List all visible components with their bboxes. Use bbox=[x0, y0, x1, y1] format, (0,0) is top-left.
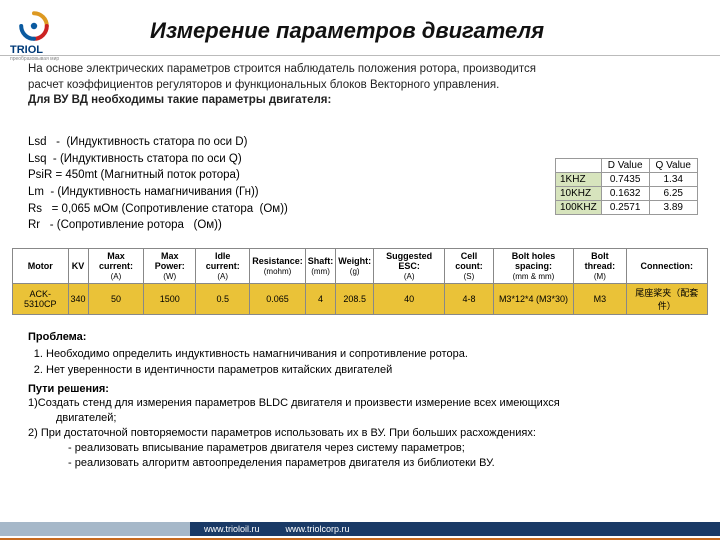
footer-url: www.trioloil.ru bbox=[204, 524, 260, 534]
problem-heading: Проблема: bbox=[28, 330, 696, 345]
footer-links: www.trioloil.ru www.triolcorp.ru bbox=[190, 522, 720, 536]
motor-th: Weight:(g) bbox=[336, 249, 374, 284]
param-row: Rs = 0,065 мОм (Сопротивление статора (О… bbox=[28, 201, 288, 218]
solution-subline: - реализовать вписывание параметров двиг… bbox=[68, 441, 696, 456]
title-divider bbox=[0, 55, 720, 56]
motor-td: 0.5 bbox=[196, 284, 250, 315]
param-row: Lsq - (Индуктивность статора по оси Q) bbox=[28, 151, 288, 168]
intro-block: На основе электрических параметров строи… bbox=[28, 62, 558, 109]
motor-th: Bolt thread:(M) bbox=[574, 249, 626, 284]
solution-line: 1)Создать стенд для измерения параметров… bbox=[28, 396, 696, 411]
problem-solution-block: Проблема: Необходимо определить индуктив… bbox=[28, 330, 696, 471]
solution-subline: - реализовать алгоритм автоопределения п… bbox=[68, 456, 696, 471]
motor-th: Shaft:(mm) bbox=[305, 249, 336, 284]
motor-td: 208.5 bbox=[336, 284, 374, 315]
motor-td: 40 bbox=[374, 284, 445, 315]
dq-cell: 1.34 bbox=[649, 173, 697, 187]
motor-td: 4 bbox=[305, 284, 336, 315]
param-row: PsiR = 450mt (Магнитный поток ротора) bbox=[28, 167, 288, 184]
solution-heading: Пути решения: bbox=[28, 382, 696, 397]
motor-th: Max current:(A) bbox=[88, 249, 144, 284]
dq-th-d: D Value bbox=[601, 159, 649, 173]
dq-row-lbl: 10KHZ bbox=[556, 187, 602, 201]
dq-cell: 6.25 bbox=[649, 187, 697, 201]
dq-row-lbl: 100KHZ bbox=[556, 201, 602, 215]
footer: www.trioloil.ru www.triolcorp.ru bbox=[0, 518, 720, 540]
motor-td: 0.065 bbox=[250, 284, 306, 315]
dq-cell: 0.2571 bbox=[601, 201, 649, 215]
dq-row-lbl: 1KHZ bbox=[556, 173, 602, 187]
motor-th: KV bbox=[68, 249, 88, 284]
dq-cell: 0.1632 bbox=[601, 187, 649, 201]
logo-swirl-icon bbox=[18, 10, 50, 42]
problem-item: Нет уверенности в идентичности параметро… bbox=[46, 363, 696, 378]
page-title: Измерение параметров двигателя bbox=[150, 18, 544, 44]
param-row: Lsd - (Индуктивность статора по оси D) bbox=[28, 134, 288, 151]
motor-td: M3*12*4 (M3*30) bbox=[493, 284, 574, 315]
motor-table: MotorKVMax current:(A)Max Power:(W)Idle … bbox=[12, 248, 708, 315]
param-list: Lsd - (Индуктивность статора по оси D) L… bbox=[28, 134, 288, 234]
motor-td: 尾座桨夹（配套件） bbox=[626, 284, 707, 315]
footer-url: www.triolcorp.ru bbox=[286, 524, 350, 534]
motor-td: 50 bbox=[88, 284, 144, 315]
intro-paragraph: На основе электрических параметров строи… bbox=[28, 62, 558, 93]
motor-th: Suggested ESC:(A) bbox=[374, 249, 445, 284]
motor-th: Resistance:(mohm) bbox=[250, 249, 306, 284]
problem-list: Необходимо определить индуктивность нама… bbox=[46, 347, 696, 378]
dq-th-q: Q Value bbox=[649, 159, 697, 173]
motor-td: 340 bbox=[68, 284, 88, 315]
motor-th: Bolt holes spacing:(mm & mm) bbox=[493, 249, 574, 284]
problem-item: Необходимо определить индуктивность нама… bbox=[46, 347, 696, 362]
motor-th: Idle current:(A) bbox=[196, 249, 250, 284]
solution-line-cont: двигателей; bbox=[56, 411, 696, 426]
motor-th: Cell count:(S) bbox=[445, 249, 493, 284]
param-row: Lm - (Индуктивность намагничивания (Гн)) bbox=[28, 184, 288, 201]
dq-table: D Value Q Value 1KHZ 0.7435 1.34 10KHZ 0… bbox=[555, 158, 698, 215]
motor-td: M3 bbox=[574, 284, 626, 315]
dq-cell: 3.89 bbox=[649, 201, 697, 215]
motor-td: ACK-5310CP bbox=[13, 284, 69, 315]
footer-accent bbox=[0, 522, 190, 536]
param-row: Rr - (Сопротивление ротора (Ом)) bbox=[28, 217, 288, 234]
motor-th: Max Power:(W) bbox=[144, 249, 196, 284]
solution-line: 2) При достаточной повторяемости парамет… bbox=[28, 426, 696, 441]
dq-th-blank bbox=[556, 159, 602, 173]
dq-cell: 0.7435 bbox=[601, 173, 649, 187]
motor-td: 4-8 bbox=[445, 284, 493, 315]
motor-td: 1500 bbox=[144, 284, 196, 315]
intro-bold-line: Для ВУ ВД необходимы такие параметры дви… bbox=[28, 93, 558, 109]
motor-th: Connection: bbox=[626, 249, 707, 284]
motor-th: Motor bbox=[13, 249, 69, 284]
